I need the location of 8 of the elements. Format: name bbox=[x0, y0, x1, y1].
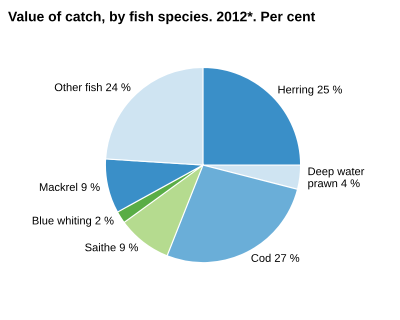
slice-label: Cod 27 % bbox=[251, 254, 300, 262]
slice-label: Mackrel 9 % bbox=[40, 182, 100, 192]
slice-label: Other fish 24 % bbox=[54, 83, 130, 92]
chart-title: Value of catch, by fish species. 2012*. Per cent bbox=[8, 11, 316, 24]
slice-label: Deep water prawn 4 % bbox=[308, 167, 364, 190]
slice-label: Saithe 9 % bbox=[85, 243, 138, 252]
slice-label: Herring 25 % bbox=[278, 85, 342, 96]
slice-label: Blue whiting 2 % bbox=[32, 216, 114, 227]
